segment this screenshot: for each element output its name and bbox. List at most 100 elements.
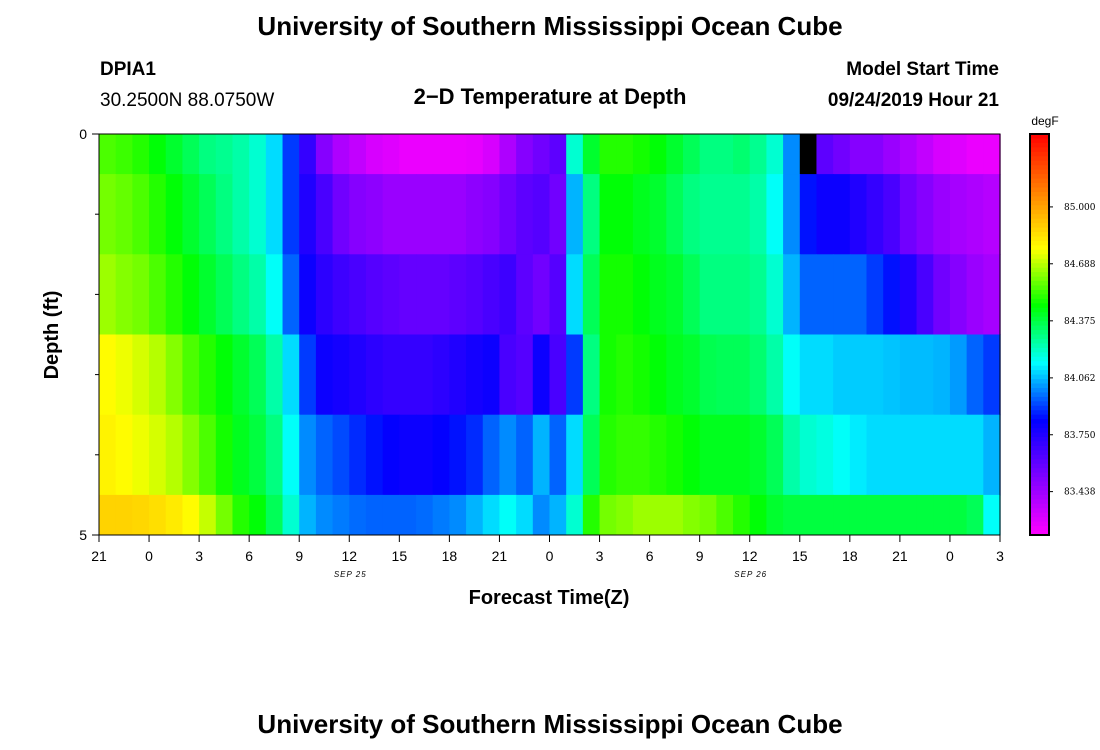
x-tick-label: 18 (442, 548, 458, 564)
heatmap-cell (466, 254, 484, 335)
colorbar-segment (1030, 187, 1049, 193)
heatmap-cell (749, 414, 768, 496)
heatmap-cell (265, 254, 284, 335)
heatmap-cell (749, 334, 768, 416)
heatmap-cell (449, 254, 467, 335)
heatmap-cell (766, 134, 784, 175)
heatmap-cell (532, 174, 551, 255)
heatmap-cell (516, 254, 534, 335)
heatmap-cell (165, 414, 184, 496)
heatmap-cell (315, 174, 334, 255)
heatmap-cell (332, 254, 350, 335)
colorbar-tick-label: 84.062 (1064, 374, 1096, 384)
heatmap-cell (332, 134, 350, 175)
colorbar-segment (1030, 312, 1049, 318)
heatmap-cell (432, 254, 450, 335)
heatmap-cell (182, 134, 200, 175)
heatmap-cell (916, 494, 934, 536)
heatmap-cell (549, 414, 567, 496)
heatmap-cell (249, 334, 267, 416)
heatmap-cell (783, 494, 801, 536)
heatmap-cell (883, 494, 901, 536)
heatmap-cell (666, 174, 684, 255)
heatmap-cell (532, 494, 551, 536)
x-tick-label: 21 (892, 548, 908, 564)
heatmap-cell (516, 134, 534, 175)
heatmap-cell (866, 254, 884, 335)
colorbar-segment (1030, 432, 1049, 438)
colorbar-segment (1030, 343, 1049, 349)
heatmap-cell (949, 134, 968, 175)
heatmap-cell (616, 414, 634, 496)
heatmap-cell (499, 254, 517, 335)
colorbar-segment (1030, 414, 1049, 420)
heatmap-cell (299, 254, 317, 335)
colorbar: 85.000 84.688 84.375 84.062 83.750 83.438 (1029, 133, 1096, 536)
heatmap-cell (215, 134, 234, 175)
colorbar-segment (1030, 419, 1049, 425)
heatmap-cell (582, 134, 601, 175)
colorbar-segment (1030, 254, 1049, 260)
heatmap-cell (833, 414, 851, 496)
colorbar-segment (1030, 142, 1049, 148)
heatmap-cell (232, 334, 250, 416)
heatmap-cell (432, 174, 450, 255)
colorbar-segment (1030, 472, 1049, 478)
colorbar-segment (1030, 263, 1049, 269)
heatmap-cell (849, 494, 868, 536)
heatmap-cell (899, 334, 918, 416)
colorbar-segment (1030, 147, 1049, 153)
colorbar-segment (1030, 530, 1049, 536)
heatmap-cell (699, 254, 717, 335)
heatmap-cell (649, 494, 667, 536)
colorbar-segment (1030, 361, 1049, 367)
colorbar-segment (1030, 272, 1049, 278)
heatmap-cell (499, 334, 517, 416)
heatmap-cell (499, 414, 517, 496)
heatmap-cell (916, 254, 934, 335)
heatmap-cell (165, 174, 184, 255)
heatmap-cell (716, 334, 734, 416)
heatmap-cell (182, 414, 200, 496)
heatmap-cell (883, 254, 901, 335)
heatmap-cell (566, 334, 584, 416)
heatmap-cell (332, 494, 350, 536)
heatmap-cell (799, 414, 818, 496)
heatmap-cell (449, 334, 467, 416)
colorbar-segment (1030, 151, 1049, 157)
heatmap-cell (966, 174, 984, 255)
colorbar-segment (1030, 494, 1049, 500)
heatmap-cell (516, 494, 534, 536)
colorbar-segment (1030, 183, 1049, 188)
heatmap-cell (349, 174, 367, 255)
heatmap-cell (265, 174, 284, 255)
heatmap-cell (916, 334, 934, 416)
heatmap-cell (365, 494, 384, 536)
colorbar-tick-label: 83.438 (1064, 488, 1096, 498)
heatmap-cell (382, 134, 400, 175)
heatmap-cell (916, 174, 934, 255)
heatmap-cell (99, 494, 117, 536)
x-tick-label: 0 (546, 548, 554, 564)
colorbar-segment (1030, 526, 1049, 532)
heatmap-cell (716, 134, 734, 175)
heatmap-cell (482, 174, 501, 255)
heatmap-cell (232, 134, 250, 175)
heatmap-cell (249, 494, 267, 536)
heatmap-cell (349, 494, 367, 536)
colorbar-segment (1030, 410, 1049, 416)
heatmap-cell (716, 414, 734, 496)
heatmap-cell (149, 414, 167, 496)
colorbar-segment (1030, 356, 1049, 362)
colorbar-segment (1030, 303, 1049, 309)
heatmap-cell (866, 134, 884, 175)
heatmap-cell (99, 174, 117, 255)
heatmap-cell (349, 334, 367, 416)
heatmap-cell (399, 254, 417, 335)
heatmap-cell (749, 254, 768, 335)
heatmap-cell (783, 414, 801, 496)
heatmap-cell (115, 494, 133, 536)
colorbar-segment (1030, 330, 1049, 335)
heatmap-cell (733, 134, 751, 175)
